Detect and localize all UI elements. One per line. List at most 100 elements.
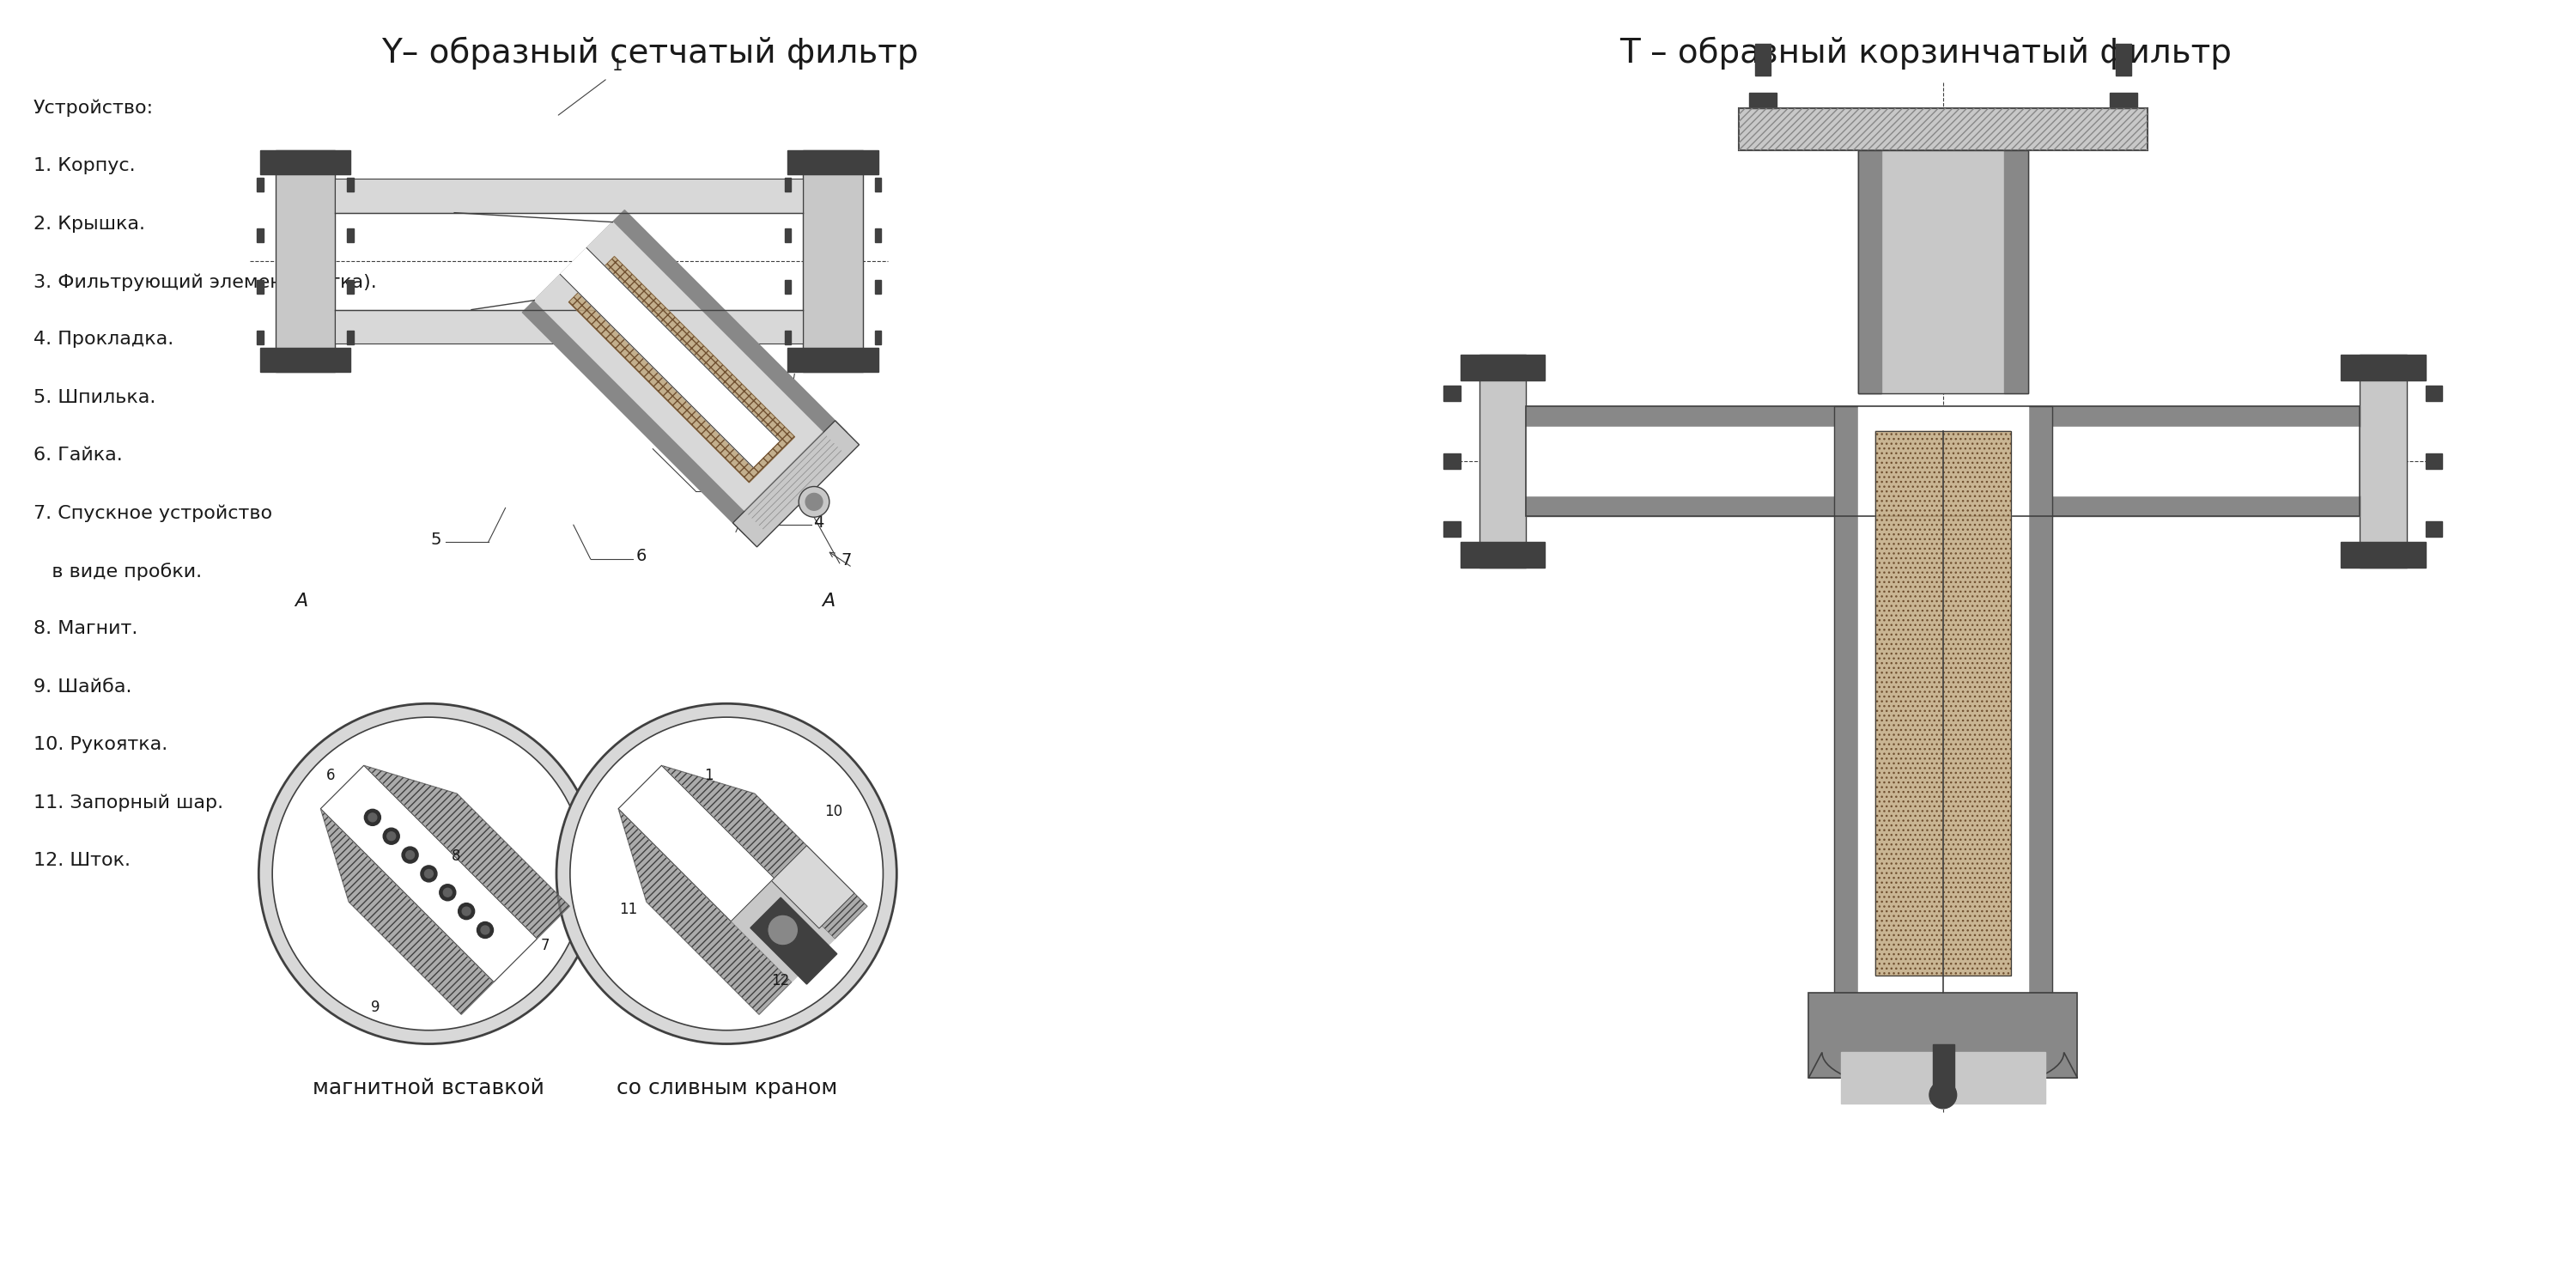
Circle shape [459, 903, 474, 919]
Bar [348, 280, 353, 294]
Circle shape [461, 907, 471, 916]
Text: 12. Шток.: 12. Шток. [33, 852, 131, 868]
Bar [335, 179, 804, 213]
Polygon shape [618, 808, 791, 1014]
Bar [1525, 406, 2360, 427]
Polygon shape [618, 765, 775, 922]
Circle shape [443, 889, 451, 896]
Text: Т – образный корзинчатый фильтр: Т – образный корзинчатый фильтр [1620, 36, 2231, 69]
Bar [876, 229, 881, 243]
Bar [1808, 992, 2076, 1078]
Bar [786, 331, 791, 345]
Bar [1443, 386, 1461, 401]
Bar [1834, 406, 2053, 992]
Bar [2427, 453, 2442, 469]
Text: 12: 12 [770, 973, 788, 988]
Bar [1525, 406, 2360, 516]
Text: 7. Спускное устройство: 7. Спускное устройство [33, 504, 273, 522]
Circle shape [402, 847, 417, 863]
Polygon shape [363, 765, 569, 939]
Bar [2360, 355, 2406, 567]
Bar [788, 151, 878, 175]
Circle shape [768, 914, 799, 945]
Bar [1739, 109, 2148, 151]
Polygon shape [732, 420, 860, 547]
Text: 2: 2 [817, 446, 827, 462]
Bar [348, 178, 353, 192]
Polygon shape [770, 845, 855, 928]
Text: 1: 1 [611, 57, 623, 74]
Text: 7: 7 [842, 553, 853, 568]
Circle shape [477, 922, 495, 939]
Bar [876, 178, 881, 192]
Bar [2427, 521, 2442, 536]
Circle shape [363, 810, 381, 826]
Text: Y– образный сетчатый фильтр: Y– образный сетчатый фильтр [381, 36, 920, 69]
Text: со сливным краном: со сливным краном [616, 1078, 837, 1098]
Bar [804, 151, 863, 372]
Text: 8. Магнит.: 8. Магнит. [33, 621, 137, 637]
Bar [1479, 355, 1525, 567]
Text: A: A [822, 593, 835, 610]
Bar [258, 280, 263, 294]
Polygon shape [523, 209, 848, 535]
Bar [1875, 432, 2012, 976]
Text: 5. Шпилька.: 5. Шпилька. [33, 388, 155, 406]
Bar [2342, 355, 2427, 381]
Bar [1842, 1052, 2045, 1103]
Bar [1857, 151, 1880, 393]
Text: в виде пробки.: в виде пробки. [33, 562, 201, 580]
Bar [786, 229, 791, 243]
Bar [260, 151, 350, 175]
Circle shape [569, 718, 884, 1031]
Bar [276, 151, 335, 372]
Bar [260, 347, 350, 372]
Bar [1461, 541, 1546, 567]
Text: 1: 1 [703, 767, 714, 783]
Text: Устройство:: Устройство: [33, 100, 155, 117]
Circle shape [440, 885, 456, 900]
Bar [788, 347, 878, 372]
Polygon shape [319, 808, 495, 1014]
Circle shape [407, 850, 415, 859]
Bar [258, 331, 263, 345]
Bar [348, 229, 353, 243]
Bar [1857, 151, 1880, 393]
Bar [876, 280, 881, 294]
Text: 8: 8 [451, 848, 461, 863]
Bar [258, 229, 263, 243]
Circle shape [806, 493, 822, 511]
Text: 10: 10 [824, 803, 842, 819]
Bar [1749, 93, 1777, 109]
Text: 9: 9 [371, 1000, 379, 1015]
Bar [786, 178, 791, 192]
Bar [348, 331, 353, 345]
Bar [1857, 406, 2027, 992]
Bar [1932, 1043, 1955, 1094]
Bar [2110, 93, 2138, 109]
Circle shape [384, 827, 399, 844]
Bar [1754, 43, 1770, 75]
Text: 11. Запорный шар.: 11. Запорный шар. [33, 794, 224, 811]
Polygon shape [662, 765, 868, 939]
Polygon shape [618, 765, 835, 982]
Bar [1525, 427, 2360, 495]
Circle shape [425, 870, 433, 879]
Text: 9. Шайба.: 9. Шайба. [33, 678, 131, 695]
Text: 6: 6 [327, 767, 335, 783]
Polygon shape [559, 248, 778, 467]
Bar [876, 331, 881, 345]
Circle shape [1929, 1082, 1958, 1108]
Polygon shape [319, 765, 538, 982]
Text: 4: 4 [814, 515, 824, 530]
Bar [786, 280, 791, 294]
Polygon shape [319, 765, 538, 982]
Polygon shape [750, 898, 837, 985]
Text: магнитной вставкой: магнитной вставкой [312, 1078, 544, 1098]
Bar [2004, 151, 2027, 393]
Bar [258, 178, 263, 192]
Polygon shape [1808, 1052, 2076, 1093]
Bar [1461, 355, 1546, 381]
Text: 6: 6 [636, 548, 647, 564]
Text: 3: 3 [742, 480, 752, 497]
